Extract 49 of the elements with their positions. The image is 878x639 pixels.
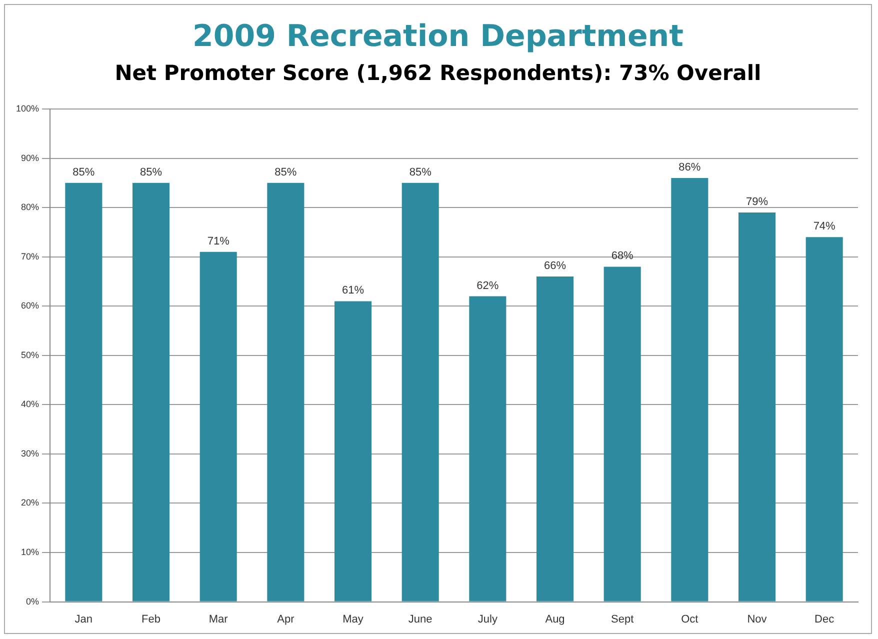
x-tick-label: Feb xyxy=(142,613,160,626)
bar xyxy=(267,182,304,602)
bar xyxy=(738,212,776,602)
x-tick-label: Nov xyxy=(747,613,768,626)
bar xyxy=(334,301,372,602)
chart-subtitle: Net Promoter Score (1,962 Respondents): 73% Overall xyxy=(114,61,762,85)
y-tick-label: 80% xyxy=(21,202,40,212)
y-tick-label: 0% xyxy=(26,596,40,606)
x-tick-label: May xyxy=(342,613,364,626)
data-label: 68% xyxy=(611,250,634,262)
bar xyxy=(200,252,237,602)
bar xyxy=(132,182,170,602)
data-label: 85% xyxy=(140,166,162,178)
x-tick-label: June xyxy=(408,613,432,626)
data-label: 86% xyxy=(678,162,701,174)
y-tick-label: 20% xyxy=(21,498,40,508)
data-label: 71% xyxy=(207,235,230,248)
y-tick-label: 70% xyxy=(21,251,40,262)
y-tick-label: 30% xyxy=(21,448,40,458)
bar xyxy=(469,296,506,602)
data-label: 66% xyxy=(544,260,566,272)
data-label: 62% xyxy=(476,280,499,292)
bar xyxy=(806,237,843,602)
x-tick-label: Jan xyxy=(74,613,93,626)
y-tick-label: 10% xyxy=(21,547,40,558)
bar xyxy=(402,182,439,602)
x-tick-label: Apr xyxy=(277,613,295,626)
bar xyxy=(671,178,708,602)
data-label: 85% xyxy=(72,166,95,178)
y-tick-label: 100% xyxy=(16,103,40,114)
y-tick-label: 50% xyxy=(21,350,40,360)
x-tick-label: Sept xyxy=(611,613,634,626)
data-label: 85% xyxy=(409,166,432,178)
x-tick-label: Oct xyxy=(681,613,698,626)
y-tick-label: 90% xyxy=(21,152,40,163)
chart-title: 2009 Recreation Department xyxy=(191,19,684,54)
data-label: 61% xyxy=(342,284,364,297)
y-tick-label: 40% xyxy=(21,399,40,410)
x-tick-label: Mar xyxy=(208,613,228,626)
data-label: 85% xyxy=(274,166,297,178)
data-label: 74% xyxy=(813,220,836,233)
x-tick-label: Dec xyxy=(814,613,835,626)
bar xyxy=(604,266,641,602)
x-tick-label: Aug xyxy=(545,613,565,626)
bar xyxy=(536,276,574,602)
data-label: 79% xyxy=(746,196,768,208)
bar xyxy=(65,182,102,602)
x-tick-label: July xyxy=(478,613,498,626)
y-tick-label: 60% xyxy=(21,300,40,311)
